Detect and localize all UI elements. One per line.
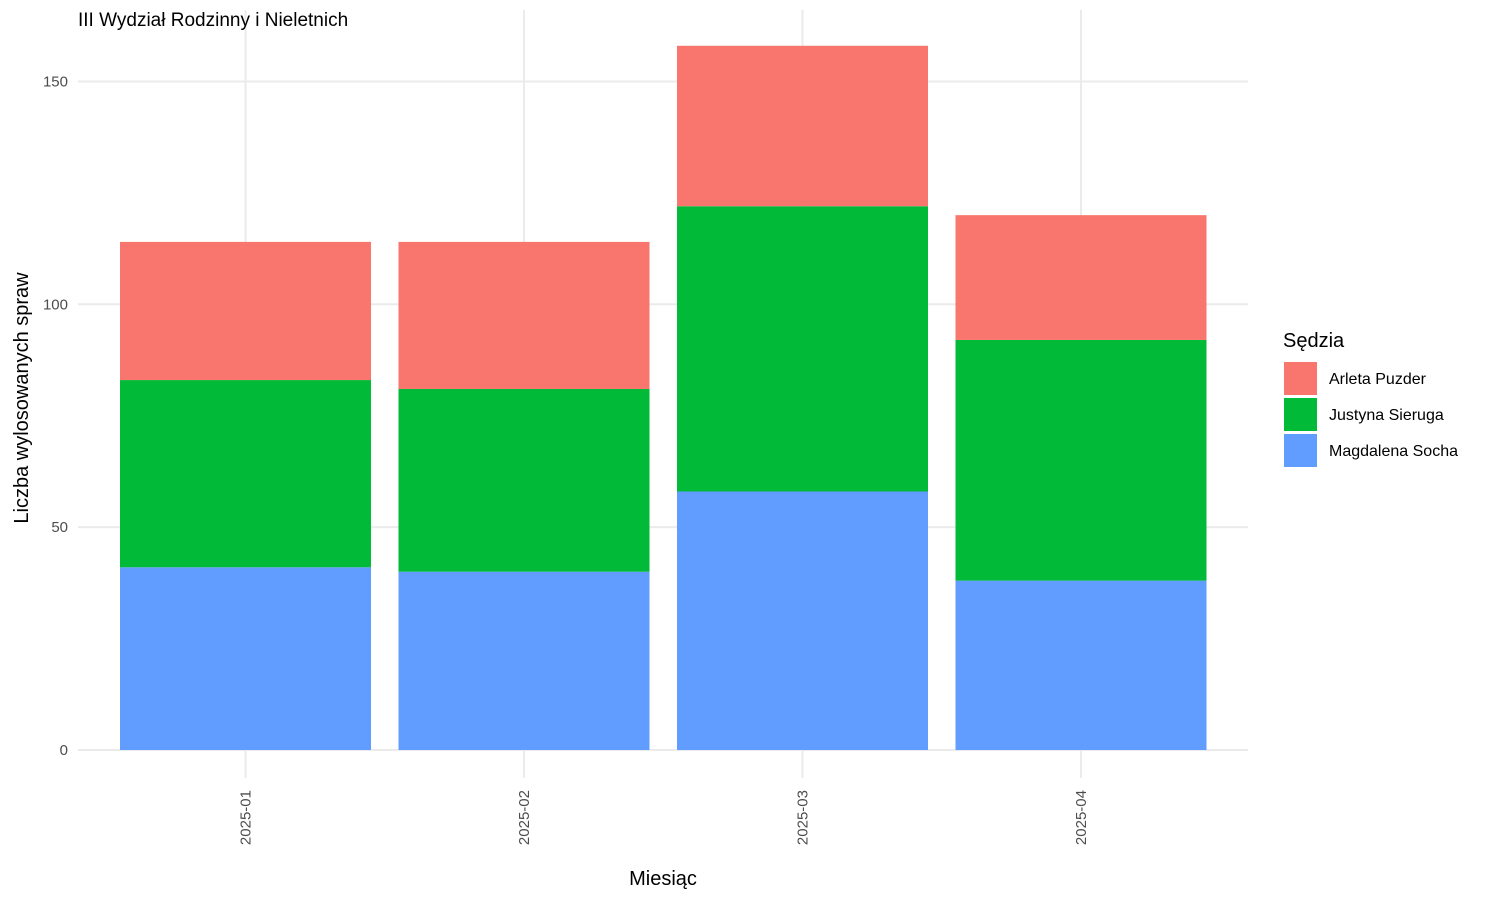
y-axis-title: Liczba wylosowanych spraw xyxy=(11,272,33,524)
bar-segment xyxy=(398,241,650,389)
legend-label: Justyna Sieruga xyxy=(1329,407,1444,424)
legend-items: Arleta Puzder Justyna Sieruga Magdalena So… xyxy=(1284,362,1458,467)
legend-label: Arleta Puzder xyxy=(1329,371,1427,388)
bar-segment xyxy=(120,241,371,381)
y-tick-label: 0 xyxy=(60,742,68,759)
bar-segment xyxy=(677,45,928,207)
bar-segment xyxy=(398,388,650,572)
bars xyxy=(120,45,1207,750)
bar-segment xyxy=(955,339,1207,581)
x-axis-title: Miesiąc xyxy=(629,868,697,890)
legend-swatch xyxy=(1284,434,1317,467)
legend-swatch xyxy=(1284,398,1317,431)
bar-segment xyxy=(677,491,928,750)
x-tick-label: 2025-02 xyxy=(516,790,533,845)
chart-title: III Wydział Rodzinny i Nieletnich xyxy=(78,10,348,31)
axes: 0 50 100 150 2025-01 2025-02 2025-03 2025-04 xyxy=(43,73,1090,845)
legend: Sędzia Arleta Puzder Justyna Sieruga Magda… xyxy=(1283,330,1458,467)
bar-segment xyxy=(120,567,371,750)
x-tick-label: 2025-01 xyxy=(238,790,255,845)
bar-segment xyxy=(120,380,371,568)
y-tick-label: 50 xyxy=(51,519,68,536)
x-tick-label: 2025-04 xyxy=(1073,790,1090,845)
y-tick-label: 150 xyxy=(43,73,68,90)
y-tick-label: 100 xyxy=(43,296,68,313)
bar-segment xyxy=(955,215,1207,340)
bar-segment xyxy=(955,580,1207,750)
x-tick-label: 2025-03 xyxy=(795,790,812,845)
bar-segment xyxy=(398,571,650,750)
legend-swatch xyxy=(1284,362,1317,395)
legend-title: Sędzia xyxy=(1283,330,1345,352)
bar-segment xyxy=(677,206,928,492)
legend-label: Magdalena Socha xyxy=(1329,443,1458,460)
